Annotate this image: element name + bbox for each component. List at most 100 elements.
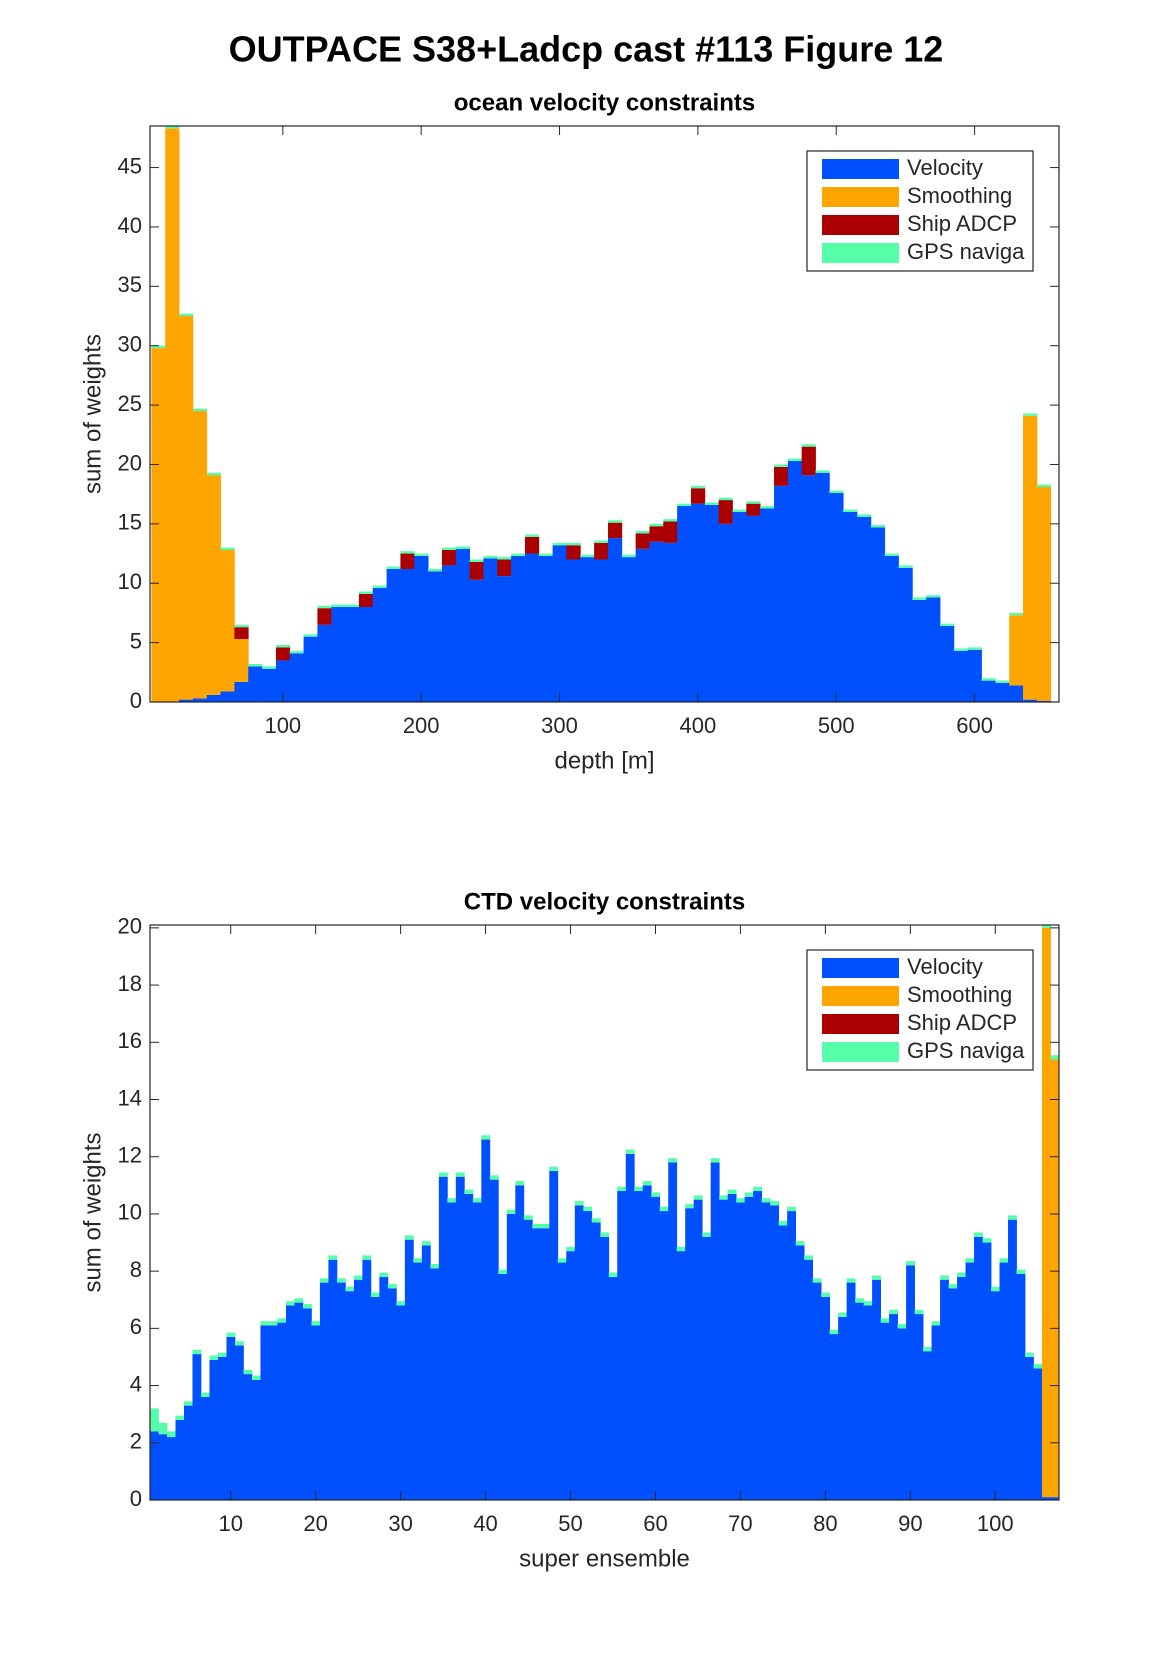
bar-segment <box>649 523 664 527</box>
bar-segment <box>999 1262 1009 1500</box>
x-tick-label: 100 <box>264 713 301 738</box>
bar-segment <box>234 1345 244 1500</box>
bar-segment <box>358 591 374 594</box>
bar-segment <box>538 555 554 702</box>
bar-segment <box>275 647 291 661</box>
y-tick-label: 10 <box>118 569 142 594</box>
bar-segment <box>940 625 955 702</box>
bar-segment <box>243 1369 253 1375</box>
figure-title: OUTPACE S38+Ladcp cast #113 Figure 12 <box>229 29 944 70</box>
bar-segment <box>760 506 775 509</box>
bar-segment <box>557 1262 567 1500</box>
bar-segment <box>566 1246 576 1252</box>
bar-segment <box>746 515 761 702</box>
bar-segment <box>953 648 969 651</box>
bar-segment <box>991 1286 1000 1292</box>
axes: 10 20 30 40 50 60 70 80 90 100 0 2 4 6 8 10 12 14 16 18 20 CT… <box>79 888 1060 1572</box>
bar-segment <box>931 1325 941 1500</box>
bar-segment <box>302 1308 312 1500</box>
axes: 100 200 300 400 500 600 0 5 10 15 20 25 30 35 40 45 ocea… <box>79 89 1060 774</box>
legend-label: Velocity <box>907 954 983 979</box>
bar-segment <box>634 1191 644 1500</box>
bar-segment <box>1050 1055 1059 1060</box>
bar-segment <box>693 1195 703 1200</box>
bar-segment <box>331 604 346 607</box>
y-tick-label: 2 <box>130 1429 142 1454</box>
bar-segment <box>649 541 664 702</box>
bar-segment <box>857 514 872 517</box>
legend: Velocity Smoothing Ship ADCP GPS naviga <box>806 949 1034 1071</box>
bar-segment <box>166 1437 176 1500</box>
bar-segment <box>995 680 1010 683</box>
bar-segment <box>704 502 720 505</box>
bar-segment <box>677 506 692 702</box>
bar-segment <box>815 470 830 473</box>
bar-segment <box>387 1288 397 1500</box>
legend-label: Ship ADCP <box>907 211 1017 236</box>
bar-segment <box>710 1162 720 1500</box>
bar-segment <box>1009 615 1024 686</box>
bar-segment <box>744 1196 754 1500</box>
bar-segment <box>753 1191 763 1500</box>
bar-segment <box>200 1397 210 1500</box>
bar-segment <box>600 1232 610 1237</box>
bar-segment <box>151 348 166 702</box>
bar-segment <box>642 1185 652 1500</box>
bar-segment <box>690 488 706 504</box>
bar-segment <box>659 1206 669 1212</box>
bar-segment <box>396 1305 406 1500</box>
bar-segment <box>1009 612 1024 616</box>
y-tick-label: 12 <box>118 1143 142 1168</box>
bar-segment <box>370 1292 380 1297</box>
bar-segment <box>753 1186 763 1192</box>
bars <box>151 126 1052 702</box>
y-tick-label: 6 <box>130 1314 142 1339</box>
bar-segment <box>414 555 429 702</box>
bar-segment <box>981 678 996 681</box>
bar-segment <box>277 1322 287 1500</box>
y-tick-label: 5 <box>130 628 142 653</box>
bar-segment <box>506 1209 516 1214</box>
bar-segment <box>192 1354 202 1500</box>
bar-segment <box>991 1291 1000 1500</box>
bar-segment <box>621 557 637 702</box>
bar-segment <box>362 1255 372 1260</box>
bar-segment <box>262 668 277 702</box>
axes-box <box>149 125 1060 703</box>
legend-label: Ship ADCP <box>907 1010 1017 1035</box>
legend-swatch <box>822 187 899 207</box>
bar-segment <box>600 1236 610 1500</box>
bar-segment <box>511 555 526 702</box>
x-tick-label: 200 <box>403 713 440 738</box>
x-tick-label: 70 <box>728 1511 752 1536</box>
bar-segment <box>965 1262 975 1500</box>
bar-segment <box>358 606 374 702</box>
bar-segment <box>387 1284 397 1289</box>
bar-segment <box>663 542 678 702</box>
bar-segment <box>179 313 194 317</box>
bar-segment <box>948 1288 958 1500</box>
bar-segment <box>668 1158 678 1163</box>
bar-segment <box>635 530 650 534</box>
x-tick-label: 400 <box>680 713 717 738</box>
bar-segment <box>812 1278 822 1283</box>
bar-segment <box>608 1276 618 1500</box>
legend-swatch <box>822 958 899 978</box>
bar-segment <box>889 1309 898 1315</box>
bar-segment <box>262 666 277 669</box>
bar-segment <box>974 1236 983 1500</box>
bar-segment <box>549 1171 559 1500</box>
bar-segment <box>566 545 581 560</box>
bar-segment <box>386 566 401 569</box>
bar-segment <box>580 554 595 558</box>
bar-segment <box>400 551 415 554</box>
bar-segment <box>151 345 166 349</box>
bar-segment <box>982 1242 992 1500</box>
bar-segment <box>761 1202 771 1500</box>
bar-segment <box>358 593 374 607</box>
bar-segment <box>787 1211 797 1500</box>
bar-segment <box>175 1415 185 1420</box>
bar-segment <box>710 1158 720 1163</box>
y-tick-label: 8 <box>130 1257 142 1282</box>
y-tick-label: 10 <box>118 1200 142 1225</box>
